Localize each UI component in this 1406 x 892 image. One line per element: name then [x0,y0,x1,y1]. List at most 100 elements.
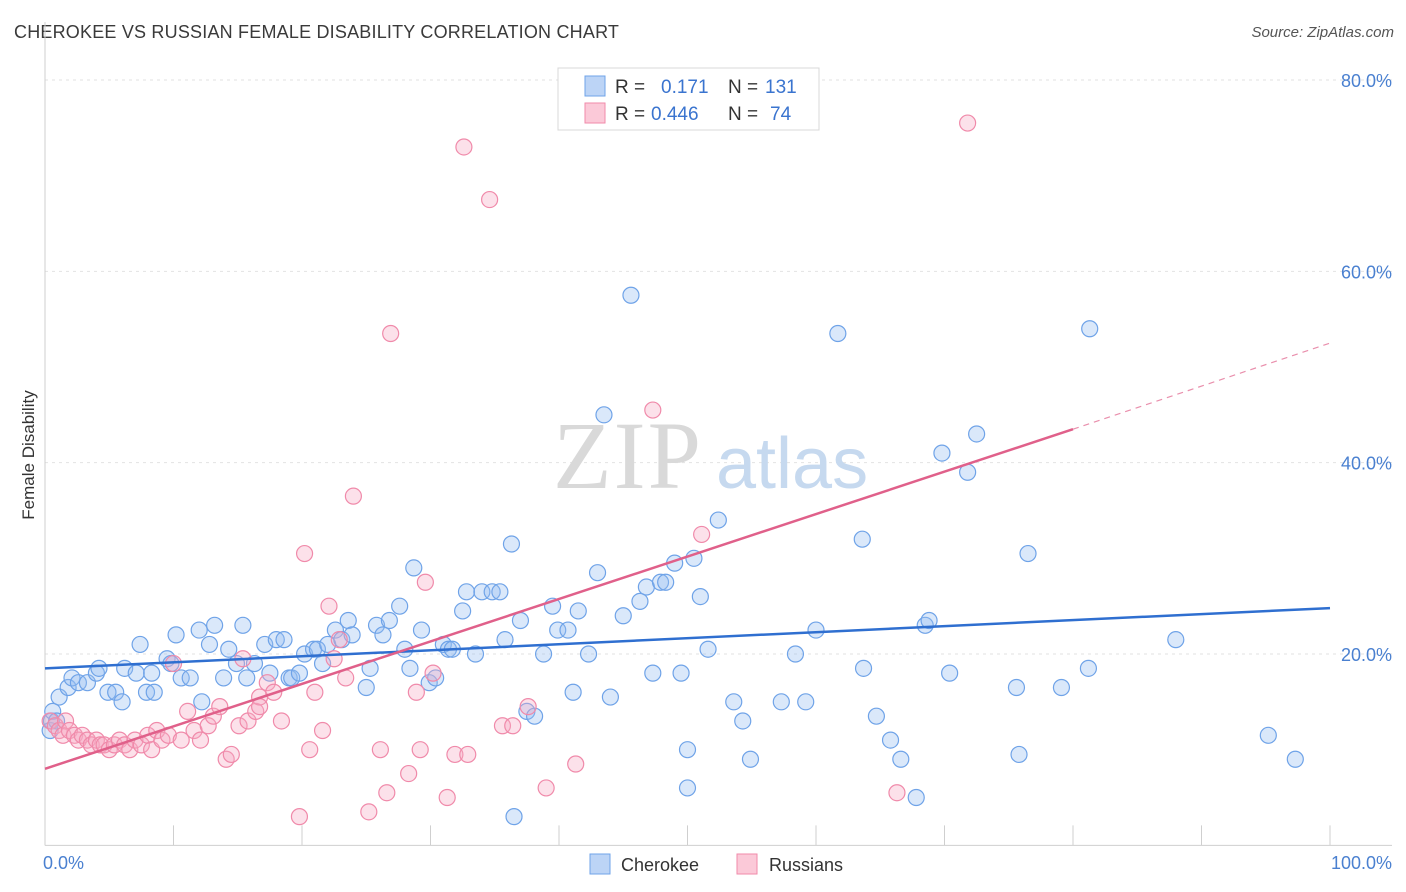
legend-swatch-cherokee [584,75,606,97]
legend-r-value-cherokee: 0.171 [661,77,709,98]
cherokee-point [181,669,199,687]
y-axis-label: Female Disability [19,390,38,520]
cherokee-point [829,324,847,343]
x-tick-label: 0.0% [43,853,84,873]
cherokee-point [412,621,431,639]
cherokee-point [59,678,77,697]
cherokee-point [215,669,233,687]
bottom-legend-swatch-russians [736,853,758,875]
cherokee-point [933,444,951,462]
cherokee-point [491,583,509,601]
cherokee-point [854,659,873,677]
watermark-zip: ZIP [553,402,703,509]
cherokee-point [1079,659,1098,677]
cherokee-point [234,616,252,634]
russians-point [378,784,396,802]
cherokee-point [457,583,476,601]
cherokee-point [405,559,423,577]
cherokee-point [505,808,523,826]
cherokee-point [657,573,675,591]
russians-point [455,138,473,156]
cherokee-point [290,664,309,682]
russians-point [888,784,906,802]
cherokee-point [892,750,910,768]
cherokee-point [867,707,885,725]
russians-point [290,808,309,826]
cherokee-point [107,683,125,701]
cherokee-point [511,611,530,630]
y-tick-label: 80.0% [1341,71,1392,91]
russians-point [504,717,522,735]
cherokee-point [525,707,544,725]
cherokee-point [564,683,582,701]
trend-line-russians [44,427,1074,770]
cherokee-point [907,788,925,807]
cherokee-point [275,631,293,649]
cherokee-point [367,616,386,634]
cherokee-point [534,645,553,663]
russians-point [344,487,362,505]
cherokee-point [614,607,632,625]
cherokee-point [920,611,938,630]
cherokee-point [238,669,256,687]
cherokee-point [1019,544,1037,563]
series-russians-points [41,114,977,826]
russians-point [407,683,425,701]
watermark-atlas: atlas [716,424,868,504]
cherokee-point [559,621,577,639]
tick-labels: 20.0% 40.0% 60.0% 80.0% 0.0% 100.0% [43,71,1392,873]
cherokee-point [374,626,392,644]
cherokee-point [569,602,587,620]
cherokee-point [391,597,409,615]
cherokee-point [651,573,670,591]
russians-point [371,741,389,759]
bottom-legend-label-russians: Russians [769,855,843,875]
russians-point [320,597,338,615]
cherokee-point [1286,750,1304,768]
cherokee-point [644,664,662,682]
cherokee-point [772,693,790,711]
legend-r-label-russians: R = [615,104,645,125]
russians-point [360,803,378,821]
cherokee-point [200,635,219,654]
trend-lines [44,342,1331,770]
russians-point [301,741,319,759]
legend-n-value-cherokee: 131 [765,77,797,98]
cherokee-point [190,621,208,639]
cherokee-point [1081,320,1099,338]
cherokee-point [145,683,163,701]
cherokee-point [853,530,871,548]
y-tick-label: 60.0% [1341,262,1392,282]
cherokee-point [1010,745,1028,764]
cherokee-point [881,731,900,749]
cherokee-point [172,669,190,687]
russians-point [446,745,464,764]
russians-point [199,717,217,735]
cherokee-point [678,741,697,759]
cherokee-point [44,702,62,721]
russians-point [295,544,314,563]
cherokee-point [678,779,697,797]
y-tick-label: 40.0% [1341,454,1392,474]
bottom-legend-label-cherokee: Cherokee [621,855,699,875]
legend-r-label-cherokee: R = [615,77,645,98]
cherokee-point [466,645,485,663]
cherokee-point [220,640,238,658]
cherokee-point [725,693,743,711]
legend-n-value-russians: 74 [770,104,792,125]
russians-point [56,712,75,730]
legend-n-label-cherokee: N = [728,77,758,98]
bottom-legend: Cherokee Russians [589,853,843,875]
cherokee-point [380,611,398,630]
cherokee-point [90,659,108,677]
cherokee-point [113,693,131,711]
cherokee-point [1052,678,1071,697]
russians-point [519,698,537,716]
cherokee-point [734,712,752,730]
cherokee-point [69,674,88,692]
russians-point [459,745,477,764]
legend: R = 0.171 N = 131 R = 0.446 N = 74 [557,67,820,131]
cherokee-point [601,688,620,706]
russians-point [217,750,235,768]
chart-title: CHEROKEE VS RUSSIAN FEMALE DISABILITY CO… [14,22,620,42]
